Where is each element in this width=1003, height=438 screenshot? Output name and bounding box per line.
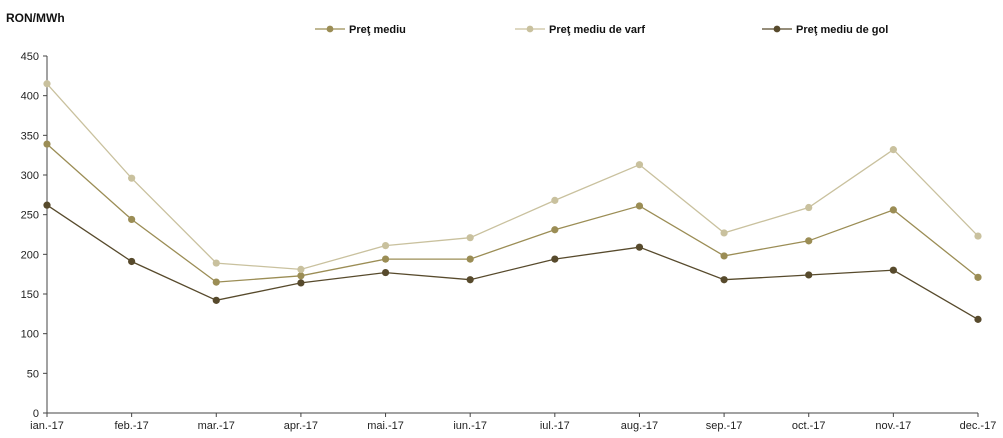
legend-item-1: Preţ mediu de varf bbox=[515, 24, 645, 36]
data-point bbox=[466, 276, 474, 284]
data-point bbox=[128, 174, 136, 182]
data-point bbox=[889, 206, 897, 214]
data-point bbox=[212, 296, 220, 304]
data-point bbox=[974, 273, 982, 281]
data-point bbox=[43, 140, 51, 148]
legend-swatch-marker bbox=[326, 25, 334, 33]
y-tick-label: 250 bbox=[21, 210, 39, 222]
data-point bbox=[551, 226, 559, 234]
legend-swatch-marker bbox=[773, 25, 781, 33]
data-point bbox=[381, 242, 390, 250]
data-point bbox=[297, 279, 305, 287]
series-1 bbox=[43, 80, 982, 274]
data-point bbox=[974, 315, 982, 323]
data-point bbox=[974, 232, 982, 240]
data-point bbox=[720, 276, 728, 284]
data-point bbox=[551, 196, 559, 204]
data-point bbox=[635, 243, 644, 251]
x-tick-label: apr.-17 bbox=[284, 420, 318, 432]
data-point bbox=[297, 272, 305, 280]
x-tick-label: mai.-17 bbox=[367, 420, 404, 432]
y-tick-label: 300 bbox=[21, 170, 39, 182]
data-point bbox=[212, 278, 220, 286]
data-point bbox=[889, 266, 897, 274]
series-2 bbox=[43, 201, 982, 323]
x-tick-label: aug.-17 bbox=[621, 420, 658, 432]
data-point bbox=[466, 234, 474, 242]
data-point bbox=[720, 229, 728, 237]
data-point bbox=[805, 203, 813, 212]
data-point bbox=[43, 201, 51, 209]
legend-swatch-marker bbox=[526, 25, 534, 33]
data-point bbox=[805, 271, 813, 279]
x-tick-label: nov.-17 bbox=[875, 420, 911, 432]
series-line bbox=[46, 83, 979, 271]
legend-label: Preţ mediu de varf bbox=[549, 24, 645, 36]
y-tick-label: 450 bbox=[21, 51, 39, 63]
y-tick-label: 150 bbox=[21, 289, 39, 301]
series-line bbox=[46, 204, 979, 320]
x-axis: ian.-17 feb.-17 mar.-17 apr.-17 mai.-17 iun.-… bbox=[30, 412, 997, 432]
y-tick-label: 50 bbox=[27, 368, 39, 380]
x-tick-label: sep.-17 bbox=[706, 420, 743, 432]
data-point bbox=[128, 215, 136, 224]
data-point bbox=[805, 237, 813, 245]
legend-label: Preţ mediu bbox=[349, 24, 406, 36]
x-tick-label: iul.-17 bbox=[540, 420, 570, 432]
x-tick-label: feb.-17 bbox=[115, 420, 149, 432]
data-point bbox=[43, 80, 51, 88]
x-tick-label: mar.-17 bbox=[198, 420, 235, 432]
data-point bbox=[128, 257, 136, 266]
y-tick-label: 100 bbox=[21, 329, 39, 341]
data-point bbox=[381, 255, 390, 263]
x-tick-label: iun.-17 bbox=[453, 420, 487, 432]
legend-label: Preţ mediu de gol bbox=[796, 24, 888, 36]
data-point bbox=[297, 265, 305, 274]
x-tick-label: oct.-17 bbox=[792, 420, 826, 432]
y-tick-label: 400 bbox=[21, 91, 39, 103]
data-point bbox=[466, 255, 474, 263]
data-point bbox=[381, 268, 390, 277]
data-point bbox=[720, 252, 728, 260]
legend-item-0: Preţ mediu bbox=[315, 24, 406, 36]
data-point bbox=[889, 146, 897, 154]
y-tick-label: 350 bbox=[21, 130, 39, 142]
y-axis: 0 50 100 150 200 250 300 350 400 450 bbox=[21, 51, 48, 420]
x-tick-label: ian.-17 bbox=[30, 420, 64, 432]
legend-item-2: Preţ mediu de gol bbox=[762, 24, 888, 36]
legend: Preţ mediu Preţ mediu de varf Preţ mediu d… bbox=[315, 24, 888, 36]
data-point bbox=[212, 259, 220, 267]
y-tick-label: 0 bbox=[33, 408, 39, 420]
series-layer bbox=[43, 80, 982, 323]
data-point bbox=[551, 255, 559, 263]
y-tick-label: 200 bbox=[21, 249, 39, 261]
data-point bbox=[635, 202, 644, 210]
x-tick-label: dec.-17 bbox=[960, 420, 997, 432]
series-0 bbox=[43, 140, 982, 286]
y-axis-label: RON/MWh bbox=[6, 11, 65, 25]
data-point bbox=[635, 161, 644, 169]
series-line bbox=[46, 143, 979, 283]
